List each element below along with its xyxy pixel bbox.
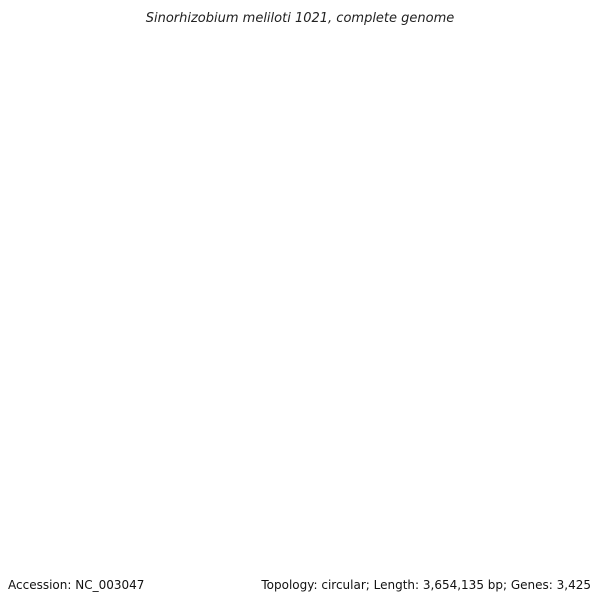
accession-text: Accession: NC_003047 <box>8 578 145 592</box>
map-title: Sinorhizobium meliloti 1021, complete ge… <box>146 11 455 26</box>
genome-stats-text: Topology: circular; Length: 3,654,135 bp… <box>261 578 591 592</box>
